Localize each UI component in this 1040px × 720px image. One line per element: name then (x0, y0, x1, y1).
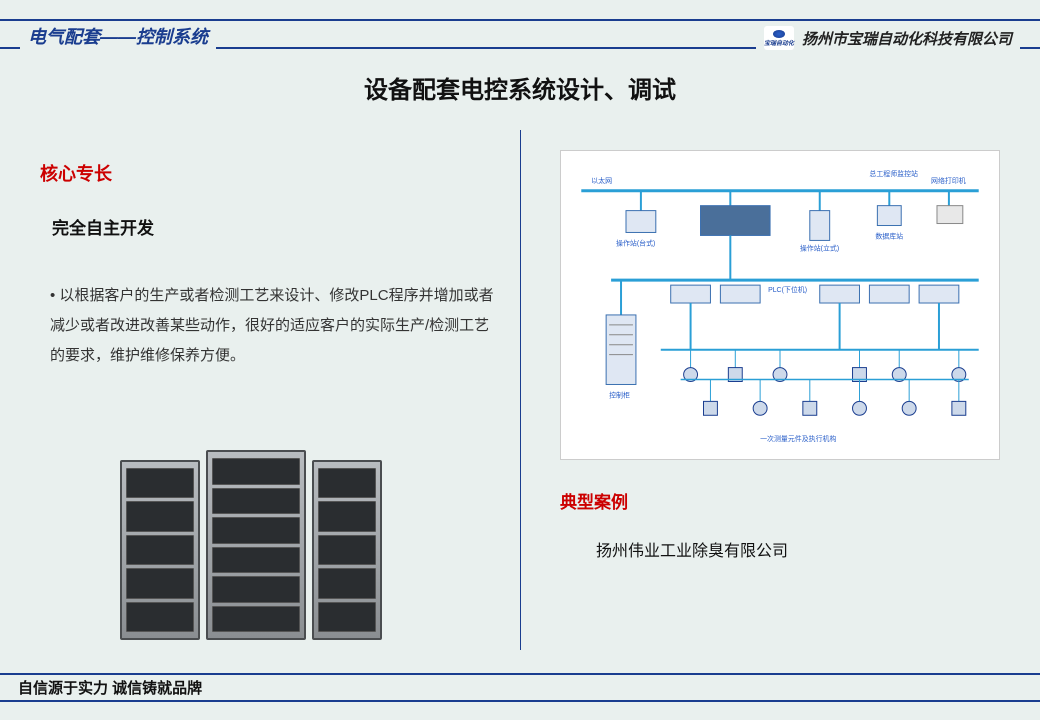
diagram-monitor-label: 总工程师监控站 (869, 169, 918, 178)
left-column: 核心专长 完全自主开发 • 以根据客户的生产或者检测工艺来设计、修改PLC程序并… (40, 160, 500, 371)
cabinet-a (120, 460, 200, 640)
diagram-printer-label: 网络打印机 (931, 176, 966, 185)
column-divider (520, 130, 521, 650)
diagram-stand-label: 操作站(立式) (800, 243, 839, 252)
diagram-db-label: 数据库站 (875, 231, 903, 240)
footer-slogan: 自信源于实力 诚信铸就品牌 (12, 677, 208, 698)
logo-text: 宝瑞自动化 (764, 38, 794, 47)
cabinet-b (206, 450, 306, 640)
body-text: • 以根据客户的生产或者检测工艺来设计、修改PLC程序并增加或者减少或者改进改善… (50, 281, 500, 371)
case-heading: 典型案例 (560, 488, 1010, 513)
header-company: 宝瑞自动化 扬州市宝瑞自动化科技有限公司 (756, 26, 1020, 50)
cabinet-photo (120, 430, 420, 640)
header-rule-top (0, 19, 1040, 21)
cabinet-c (312, 460, 382, 640)
core-heading: 核心专长 (40, 160, 500, 186)
right-column: 以太网 操作站(台式) 操作站(立式) 总工程师监控站 数据库站 网络打印机 P (560, 150, 1010, 561)
footer-rule-top (0, 673, 1040, 675)
diagram-ethernet-label: 以太网 (591, 176, 612, 185)
sub-heading: 完全自主开发 (52, 214, 500, 239)
case-text: 扬州伟业工业除臭有限公司 (596, 537, 1010, 561)
diagram-desk-label: 操作站(台式) (616, 238, 655, 247)
footer-rule-bottom (0, 700, 1040, 702)
company-name: 扬州市宝瑞自动化科技有限公司 (802, 28, 1012, 49)
diagram-cabinet-label: 控制柜 (609, 390, 630, 399)
system-diagram: 以太网 操作站(台式) 操作站(立式) 总工程师监控站 数据库站 网络打印机 P (560, 150, 1000, 460)
header-left-title: 电气配套——控制系统 (20, 23, 216, 49)
page-title: 设备配套电控系统设计、调试 (0, 70, 1040, 105)
diagram-field-label: 一次测量元件及执行机构 (760, 434, 836, 443)
company-logo: 宝瑞自动化 (764, 26, 794, 50)
diagram-plc-label: PLC(下位机) (768, 285, 807, 294)
